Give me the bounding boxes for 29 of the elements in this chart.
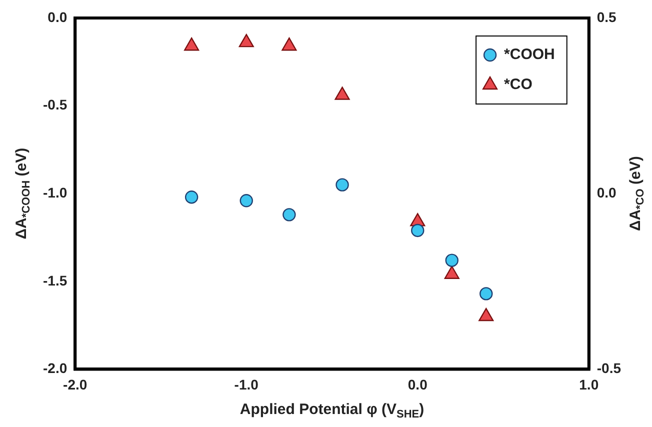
legend-label: *CO bbox=[504, 76, 533, 94]
x-tick-label: 1.0 bbox=[579, 376, 599, 392]
y2-axis-title: ΔA*CO (eV) bbox=[627, 156, 647, 232]
point bbox=[240, 194, 253, 208]
y-tick-label: -1.5 bbox=[43, 272, 68, 288]
point bbox=[478, 308, 494, 322]
point bbox=[282, 37, 297, 51]
point bbox=[238, 34, 254, 48]
x-tick-label: 0.0 bbox=[408, 376, 428, 392]
point bbox=[444, 266, 460, 279]
y-tick-label: -1.0 bbox=[43, 184, 68, 200]
point bbox=[184, 37, 200, 51]
point bbox=[336, 178, 349, 192]
y-tick-label: -0.5 bbox=[43, 96, 68, 113]
point bbox=[282, 208, 296, 222]
y-tick-label: 0.0 bbox=[48, 8, 68, 25]
y-axis-title: ΔA*COOH (eV) bbox=[13, 148, 33, 240]
x-tick-label: -1.0 bbox=[234, 376, 259, 392]
y-tick-label: -2.0 bbox=[43, 360, 68, 376]
y2-tick-label: 0.0 bbox=[596, 184, 617, 200]
point bbox=[480, 287, 493, 300]
legend-label: *COOH bbox=[504, 46, 555, 64]
point bbox=[445, 254, 458, 267]
point bbox=[184, 190, 198, 204]
x-tick-label: -2.0 bbox=[63, 376, 88, 392]
point bbox=[334, 86, 350, 100]
y2-tick-label: -0.5 bbox=[596, 360, 622, 376]
y2-tick-label: 0.5 bbox=[596, 8, 617, 25]
point bbox=[411, 224, 424, 238]
